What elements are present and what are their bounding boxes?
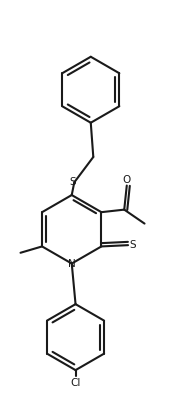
Text: S: S — [130, 240, 136, 250]
Text: N: N — [68, 259, 76, 268]
Text: O: O — [123, 175, 131, 185]
Text: Cl: Cl — [70, 378, 81, 388]
Text: S: S — [70, 177, 76, 187]
